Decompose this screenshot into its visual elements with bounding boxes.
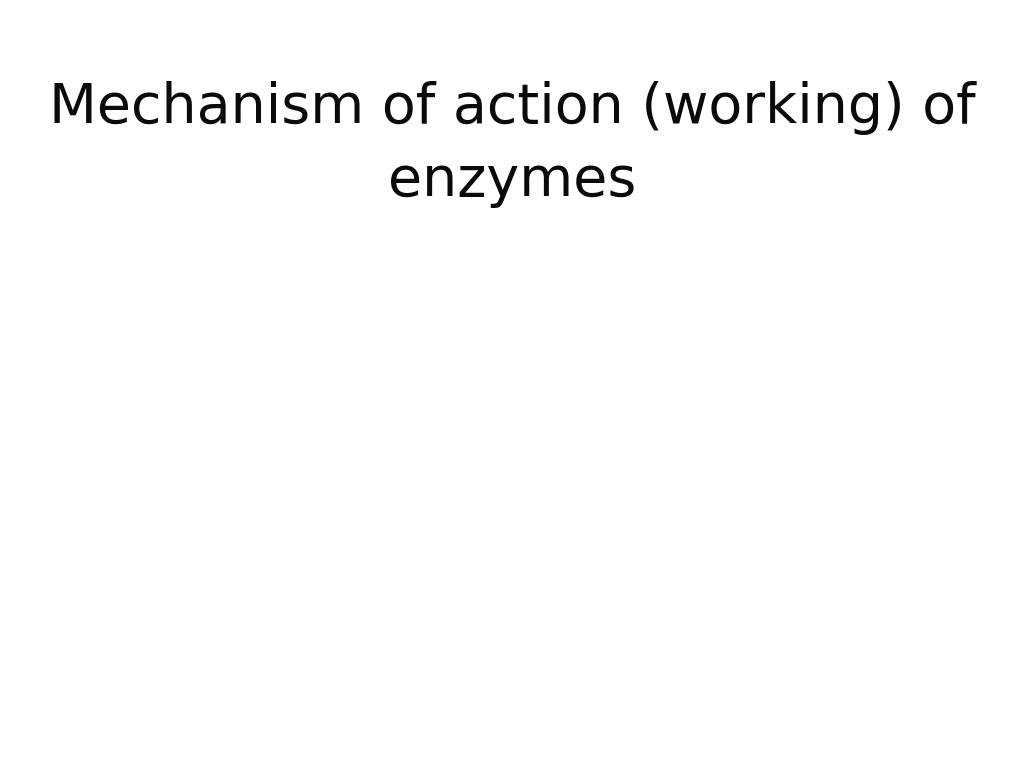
Text: enzymes: enzymes <box>388 154 636 207</box>
Text: Mechanism of action (working) of: Mechanism of action (working) of <box>49 81 975 134</box>
